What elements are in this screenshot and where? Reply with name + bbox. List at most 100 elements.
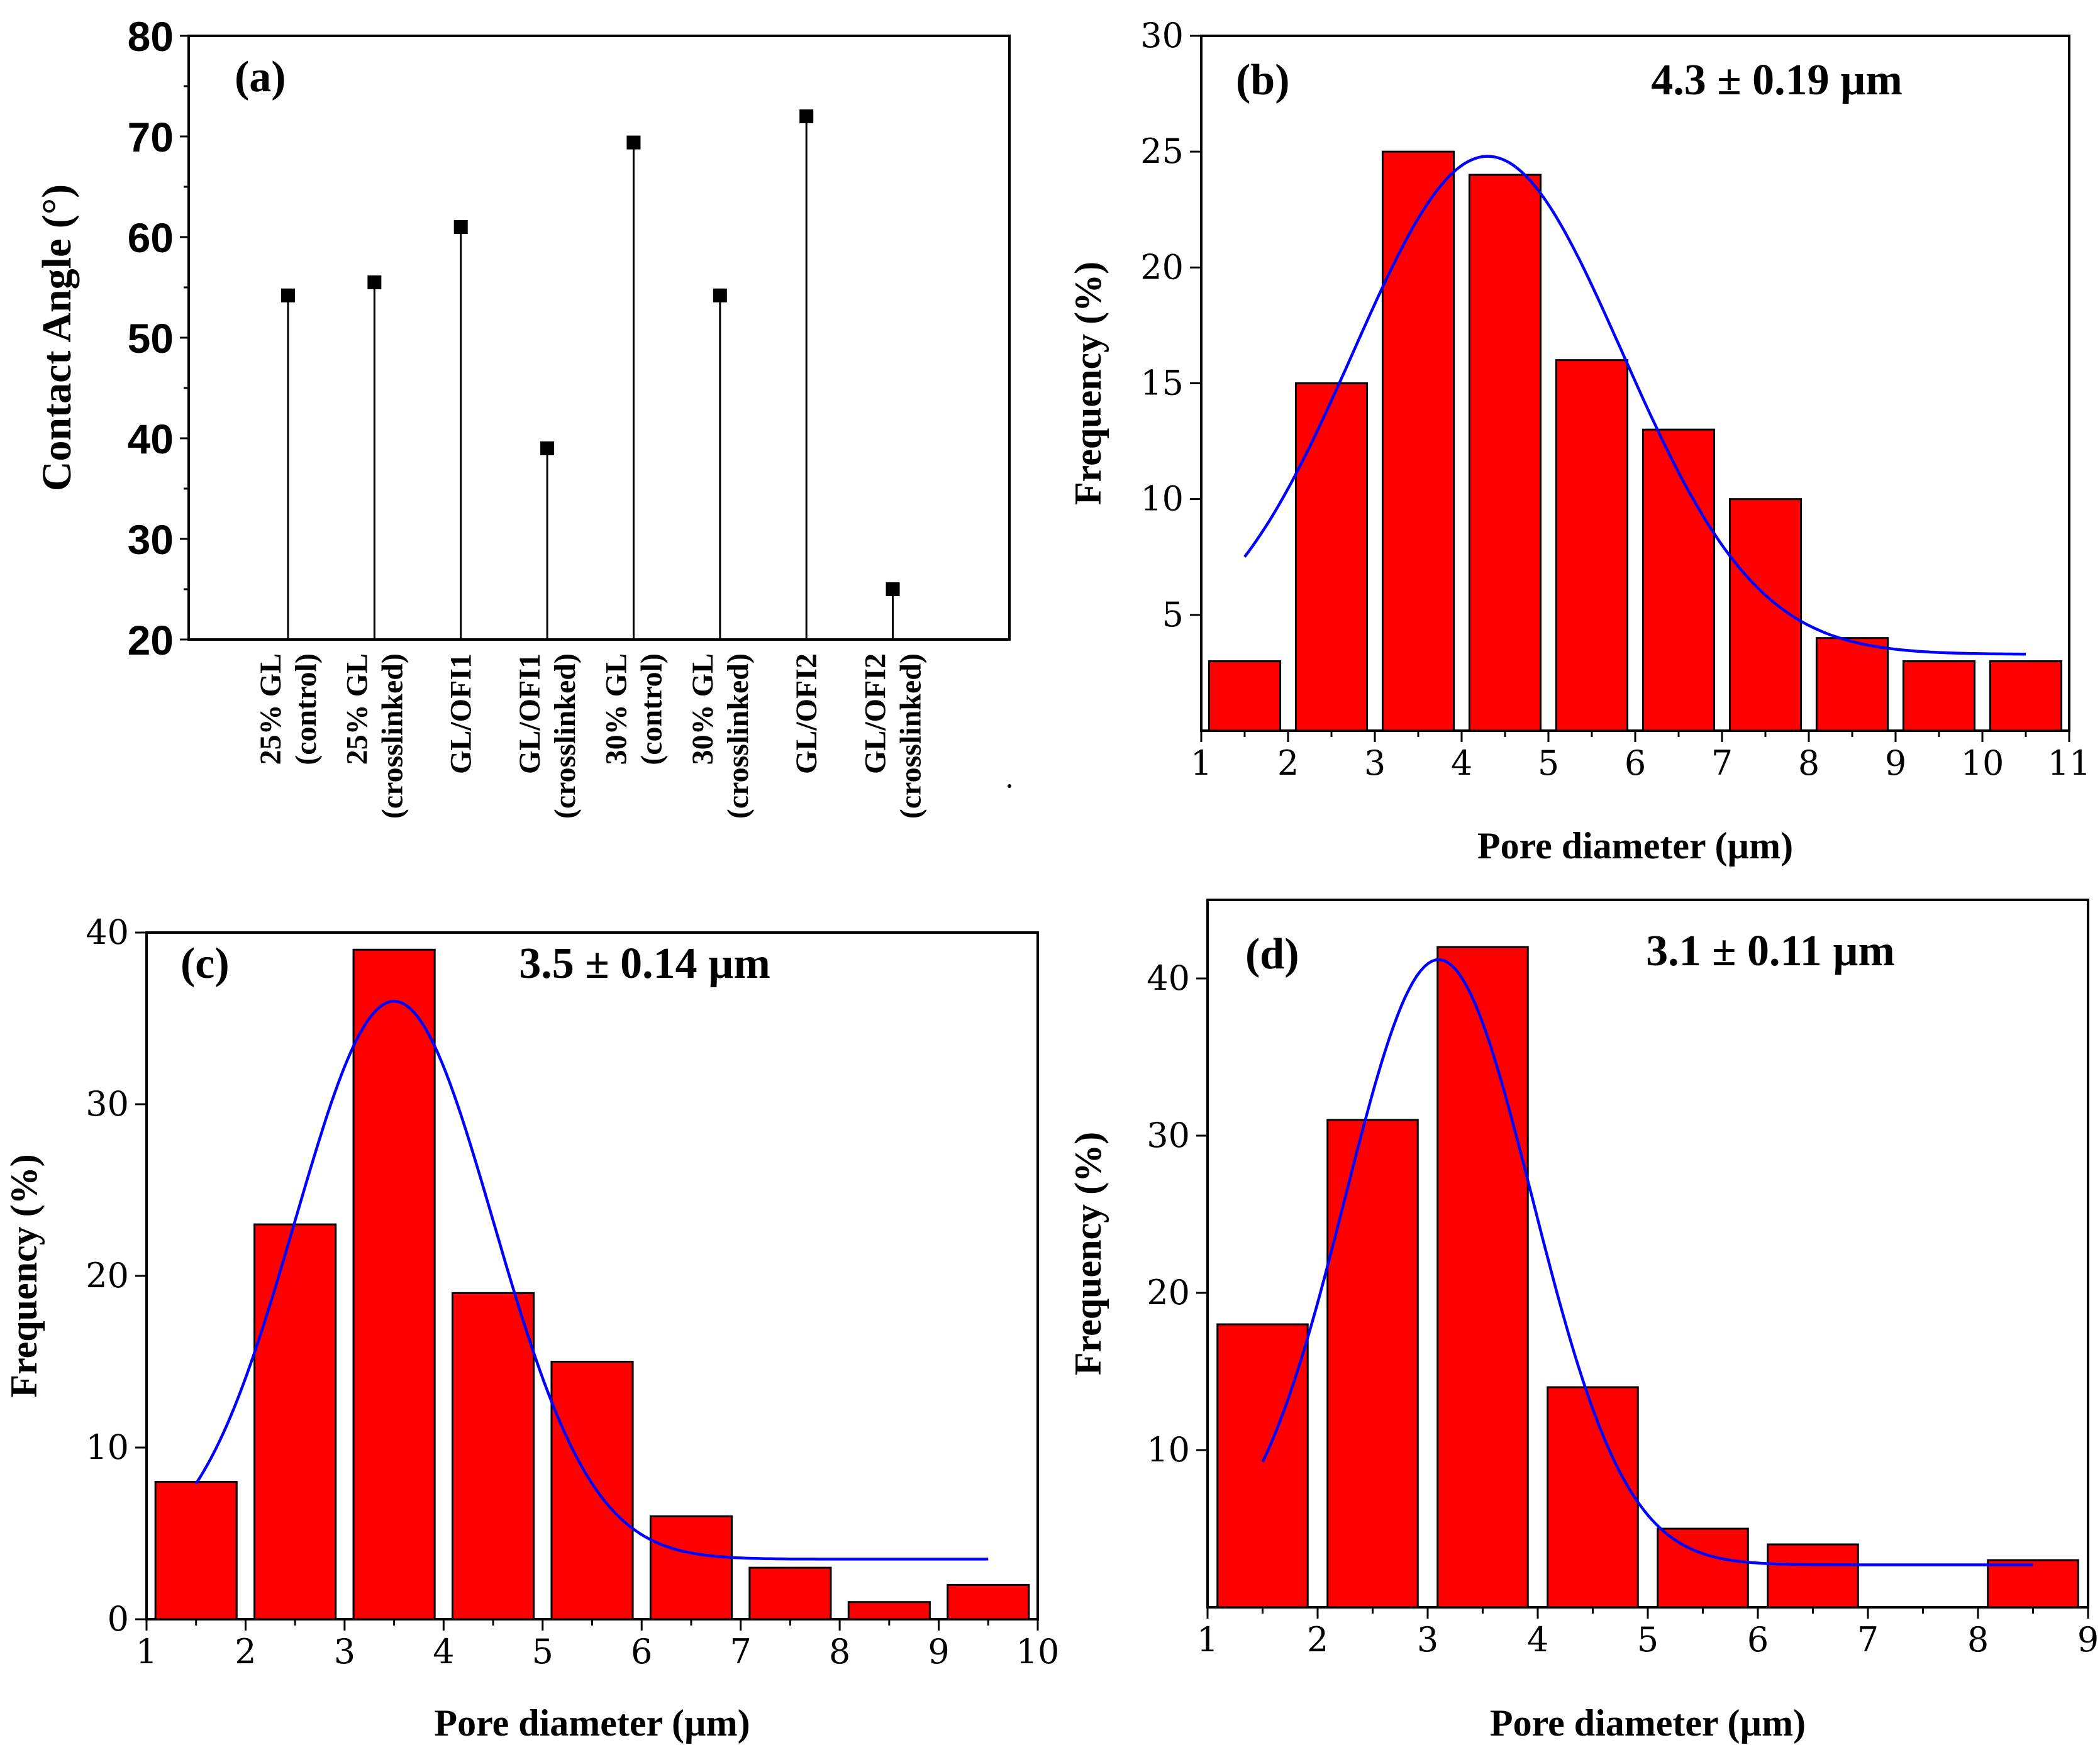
- y-tick-label: 80: [128, 13, 174, 60]
- category-label: 30% GL (crosslinked): [686, 653, 755, 819]
- category-label-line: (crosslinked): [721, 653, 755, 819]
- mean-annotation: 4.3 ± 0.19 µm: [1651, 56, 1903, 104]
- category-label: GL/OFI1: [445, 653, 478, 774]
- x-tick-label: 7: [730, 1632, 751, 1671]
- y-tick-label: 15: [1140, 363, 1184, 403]
- y-tick-label: 40: [86, 912, 129, 952]
- x-tick-label: 11: [2048, 743, 2091, 783]
- x-tick-label: 4: [1451, 743, 1472, 783]
- category-label: 25% GL (crosslinked): [340, 653, 409, 819]
- histogram-bar: [649, 1515, 733, 1620]
- mean-annotation: 3.5 ± 0.14 µm: [519, 939, 770, 988]
- histogram-bar: [253, 1223, 337, 1620]
- y-axis-title: Frequency (%): [3, 1154, 45, 1397]
- x-tick-label: 8: [1967, 1620, 1989, 1659]
- x-tick-label: 1: [1191, 743, 1212, 783]
- category-label-line: GL/OFI2: [859, 653, 892, 774]
- category-label: GL/OFI2 (crosslinked): [859, 653, 928, 819]
- x-tick-label: 2: [1307, 1620, 1328, 1659]
- y-tick-label: 10: [1147, 1430, 1190, 1470]
- x-axis-title: Pore diameter (µm): [1477, 825, 1793, 867]
- histogram-bar: [1468, 174, 1542, 732]
- histogram-bar: [1436, 946, 1529, 1609]
- y-tick-label: 10: [1140, 479, 1184, 519]
- y-tick-label: 30: [1140, 16, 1184, 55]
- panel-label: (a): [235, 53, 286, 101]
- category-label-line: (crosslinked): [894, 653, 928, 819]
- category-label: 30% GL (control): [599, 653, 668, 765]
- x-tick-label: 10: [1016, 1632, 1060, 1671]
- category-label-line: (control): [635, 653, 668, 765]
- panel-b: 1 2 3 4 5 6 7 8 9 10 11 5 10 15 20 25 30 Pore diameter (µ…: [1067, 16, 2091, 867]
- histogram-bar: [1767, 1543, 1859, 1609]
- gaussian-fit-line: [1261, 958, 2033, 1566]
- histogram-bar: [1902, 660, 1976, 732]
- data-point: [540, 441, 555, 455]
- histogram-bar: [1642, 428, 1716, 732]
- x-tick-label: 6: [631, 1632, 652, 1671]
- histogram-bar: [1555, 359, 1629, 732]
- data-point: [713, 288, 727, 302]
- y-tick-label: 20: [86, 1256, 129, 1295]
- x-tick-label: 9: [1885, 743, 1906, 783]
- data-point: [281, 288, 295, 302]
- stray-dot: [1008, 784, 1011, 788]
- category-label: GL/OFI1 (crosslinked): [513, 653, 582, 819]
- histogram-bar: [748, 1566, 832, 1620]
- x-tick-label: 3: [334, 1632, 355, 1671]
- x-tick-label: 9: [928, 1632, 949, 1671]
- data-point: [799, 109, 814, 123]
- x-tick-label: 5: [1637, 1620, 1658, 1659]
- x-tick-label: 6: [1747, 1620, 1769, 1659]
- histogram-bar: [1657, 1527, 1749, 1609]
- y-tick-label: 50: [128, 315, 174, 362]
- panel-label: (d): [1245, 930, 1299, 978]
- category-label: 25% GL (control): [254, 653, 323, 765]
- category-label-line: (crosslinked): [375, 653, 409, 819]
- data-point: [453, 220, 468, 234]
- y-tick-label: 40: [1147, 958, 1190, 998]
- x-tick-label: 4: [1527, 1620, 1548, 1659]
- histogram-bar: [947, 1583, 1030, 1620]
- y-tick-label: 10: [86, 1427, 129, 1467]
- x-axis-title: Pore diameter (µm): [1490, 1702, 1806, 1744]
- histogram-bar: [1208, 660, 1282, 732]
- histogram-bar: [352, 948, 436, 1620]
- y-axis-title: Frequency (%): [1067, 1132, 1109, 1375]
- histogram-bar: [1216, 1323, 1309, 1609]
- x-tick-label: 6: [1625, 743, 1646, 783]
- category-label-line: 25% GL: [340, 653, 374, 765]
- plot-frame: [187, 35, 1011, 641]
- y-tick-label: 70: [128, 114, 174, 160]
- category-label: GL/OFI2: [790, 653, 823, 774]
- mean-annotation: 3.1 ± 0.11 µm: [1646, 927, 1895, 975]
- x-tick-label: 2: [1277, 743, 1299, 783]
- x-tick-label: 8: [1798, 743, 1819, 783]
- category-label-line: 30% GL: [599, 653, 633, 765]
- histogram-bar: [154, 1481, 238, 1620]
- category-label-line: 25% GL: [254, 653, 287, 765]
- histogram-bar: [1989, 660, 2063, 732]
- x-tick-label: 8: [829, 1632, 850, 1671]
- gaussian-fit-line: [1243, 155, 2026, 656]
- y-tick-label: 0: [108, 1599, 129, 1639]
- y-axis-title: Frequency (%): [1067, 262, 1109, 505]
- category-label-line: 30% GL: [686, 653, 719, 765]
- histogram-bar: [1326, 1119, 1419, 1609]
- panel-label: (b): [1236, 56, 1290, 104]
- y-tick-label: 20: [1147, 1273, 1190, 1312]
- x-tick-label: 2: [235, 1632, 256, 1671]
- x-tick-label: 3: [1417, 1620, 1438, 1659]
- x-axis-title: Pore diameter (µm): [434, 1702, 750, 1744]
- y-tick-label: 25: [1140, 131, 1184, 171]
- category-label-line: (crosslinked): [548, 653, 582, 819]
- y-tick-label: 40: [128, 416, 174, 462]
- y-tick-label: 30: [128, 516, 174, 563]
- panel-c: 1 2 3 4 5 6 7 8 9 10 0 10 20 30 40 Pore diameter (µm) Fr…: [3, 912, 1059, 1744]
- y-tick-label: 5: [1162, 595, 1184, 634]
- panel-d: 1 2 3 4 5 6 7 8 9 10 20 30 40 Pore diameter (µm) Frequ…: [1067, 899, 2099, 1744]
- x-tick-label: 10: [1961, 743, 2004, 783]
- y-tick-label: 30: [1147, 1116, 1190, 1155]
- x-tick-label: 7: [1857, 1620, 1879, 1659]
